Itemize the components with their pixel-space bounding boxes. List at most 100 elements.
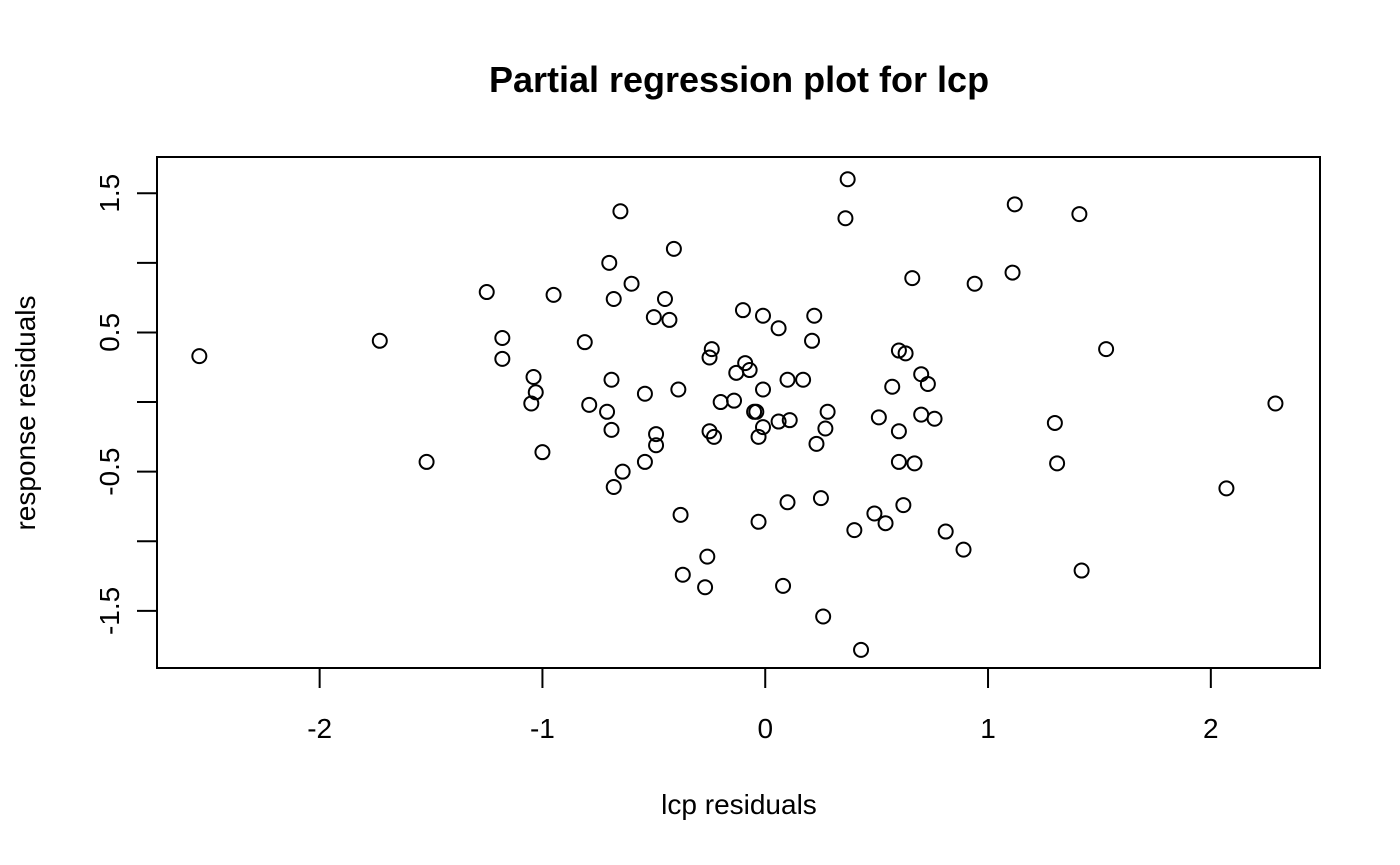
data-point (478, 284, 495, 301)
data-point (853, 641, 870, 658)
data-point (1006, 196, 1023, 213)
data-point (636, 453, 653, 470)
data-point (804, 332, 821, 349)
data-point (837, 210, 854, 227)
data-point (779, 371, 796, 388)
data-point (866, 505, 883, 522)
data-point (672, 506, 689, 523)
data-point (599, 403, 616, 420)
data-point (636, 385, 653, 402)
data-point (755, 307, 772, 324)
data-point (895, 497, 912, 514)
data-point (645, 309, 662, 326)
data-point (906, 455, 923, 472)
y-tick-label: -1.5 (94, 587, 125, 635)
data-point (926, 410, 943, 427)
data-point (1218, 480, 1235, 497)
data-point (1046, 414, 1063, 431)
y-axis: -1.5 -0.5 0.5 1.5 (94, 174, 157, 635)
y-tick-label: -0.5 (94, 448, 125, 496)
data-point (937, 523, 954, 540)
data-point (576, 334, 593, 351)
y-axis-label: response residuals (10, 295, 41, 530)
data-point (779, 494, 796, 511)
data-point (656, 291, 673, 308)
x-tick-label: 2 (1203, 713, 1219, 744)
data-point (494, 330, 511, 347)
x-tick-label: 0 (757, 713, 773, 744)
data-point (806, 307, 823, 324)
data-point (1267, 395, 1284, 412)
data-point (1098, 341, 1115, 358)
x-tick-label: 1 (980, 713, 996, 744)
data-point (523, 395, 540, 412)
data-point (674, 566, 691, 583)
data-point (955, 541, 972, 558)
y-tick-label: 0.5 (94, 313, 125, 352)
data-point (913, 366, 930, 383)
data-point (623, 275, 640, 292)
data-point (839, 171, 856, 188)
data-point (545, 286, 562, 303)
data-point (734, 302, 751, 319)
data-point (877, 515, 894, 532)
data-point (703, 341, 720, 358)
plot-frame (156, 156, 1321, 669)
data-point (726, 392, 743, 409)
data-point (819, 403, 836, 420)
data-point (846, 522, 863, 539)
data-point (605, 478, 622, 495)
data-point (770, 320, 787, 337)
data-point (748, 403, 765, 420)
y-tick-label: 1.5 (94, 174, 125, 213)
data-point (670, 381, 687, 398)
x-tick-label: -1 (530, 713, 555, 744)
data-point (605, 291, 622, 308)
data-point (913, 406, 930, 423)
data-point (661, 311, 678, 328)
data-point (770, 413, 787, 430)
x-axis: -2 -1 0 1 2 (307, 668, 1219, 744)
x-tick-label: -2 (307, 713, 332, 744)
data-point (1049, 455, 1066, 472)
data-point (1071, 206, 1088, 223)
data-point (525, 368, 542, 385)
data-point (1004, 264, 1021, 281)
data-point (603, 371, 620, 388)
data-point (890, 453, 907, 470)
data-point (614, 463, 631, 480)
data-point (808, 435, 825, 452)
data-point (191, 348, 208, 365)
data-point (755, 381, 772, 398)
data-point (795, 371, 812, 388)
data-point (781, 412, 798, 429)
data-point (603, 421, 620, 438)
data-point (870, 409, 887, 426)
data-point (601, 254, 618, 271)
data-point (697, 579, 714, 596)
data-point (750, 513, 767, 530)
data-point (884, 378, 901, 395)
data-point (648, 426, 665, 443)
data-point (1073, 562, 1090, 579)
chart-title: Partial regression plot for lcp (489, 59, 989, 100)
data-point (775, 577, 792, 594)
data-point (966, 275, 983, 292)
data-point (494, 350, 511, 367)
data-point (750, 428, 767, 445)
data-point (755, 419, 772, 436)
data-point (648, 437, 665, 454)
data-point (665, 240, 682, 257)
data-point (701, 349, 718, 366)
data-point (741, 362, 758, 379)
x-axis-label: lcp residuals (661, 789, 817, 820)
data-point (817, 420, 834, 437)
data-point (418, 453, 435, 470)
data-point (890, 423, 907, 440)
data-point (897, 345, 914, 362)
data-point (612, 203, 629, 220)
data-point (919, 375, 936, 392)
data-point (904, 270, 921, 287)
data-points (191, 171, 1284, 658)
